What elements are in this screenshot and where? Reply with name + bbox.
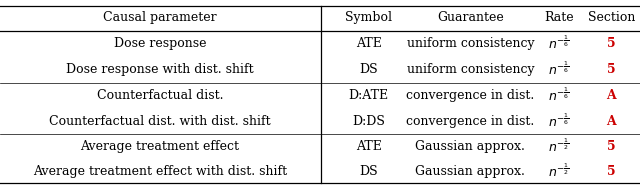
Text: D:DS: D:DS	[352, 115, 385, 128]
Text: $n^{-\frac{1}{2}}$: $n^{-\frac{1}{2}}$	[548, 163, 570, 180]
Text: DS: DS	[359, 63, 378, 76]
Text: Gaussian approx.: Gaussian approx.	[415, 140, 525, 153]
Text: 5: 5	[607, 140, 616, 153]
Text: 5: 5	[607, 37, 616, 50]
Text: D:ATE: D:ATE	[349, 89, 388, 102]
Text: uniform consistency: uniform consistency	[406, 37, 534, 50]
Text: Dose response: Dose response	[114, 37, 206, 50]
Text: uniform consistency: uniform consistency	[406, 63, 534, 76]
Text: ATE: ATE	[356, 140, 381, 153]
Text: Causal parameter: Causal parameter	[103, 11, 217, 24]
Text: ATE: ATE	[356, 37, 381, 50]
Text: DS: DS	[359, 165, 378, 177]
Text: $n^{-\frac{1}{2}}$: $n^{-\frac{1}{2}}$	[548, 138, 570, 155]
Text: $n^{-\frac{1}{6}}$: $n^{-\frac{1}{6}}$	[548, 113, 570, 130]
Text: Average treatment effect: Average treatment effect	[81, 140, 239, 153]
Text: $n^{-\frac{1}{6}}$: $n^{-\frac{1}{6}}$	[548, 87, 570, 104]
Text: Symbol: Symbol	[345, 11, 392, 24]
Text: 5: 5	[607, 165, 616, 177]
Text: $n^{-\frac{1}{6}}$: $n^{-\frac{1}{6}}$	[548, 35, 570, 52]
Text: A: A	[606, 115, 616, 128]
Text: Average treatment effect with dist. shift: Average treatment effect with dist. shif…	[33, 165, 287, 177]
Text: convergence in dist.: convergence in dist.	[406, 89, 534, 102]
Text: 5: 5	[607, 63, 616, 76]
Text: Rate: Rate	[544, 11, 573, 24]
Text: convergence in dist.: convergence in dist.	[406, 115, 534, 128]
Text: A: A	[606, 89, 616, 102]
Text: $n^{-\frac{1}{6}}$: $n^{-\frac{1}{6}}$	[548, 61, 570, 78]
Text: Section: Section	[588, 11, 635, 24]
Text: Counterfactual dist. with dist. shift: Counterfactual dist. with dist. shift	[49, 115, 271, 128]
Text: Gaussian approx.: Gaussian approx.	[415, 165, 525, 177]
Text: Counterfactual dist.: Counterfactual dist.	[97, 89, 223, 102]
Text: Guarantee: Guarantee	[437, 11, 504, 24]
Text: Dose response with dist. shift: Dose response with dist. shift	[66, 63, 254, 76]
